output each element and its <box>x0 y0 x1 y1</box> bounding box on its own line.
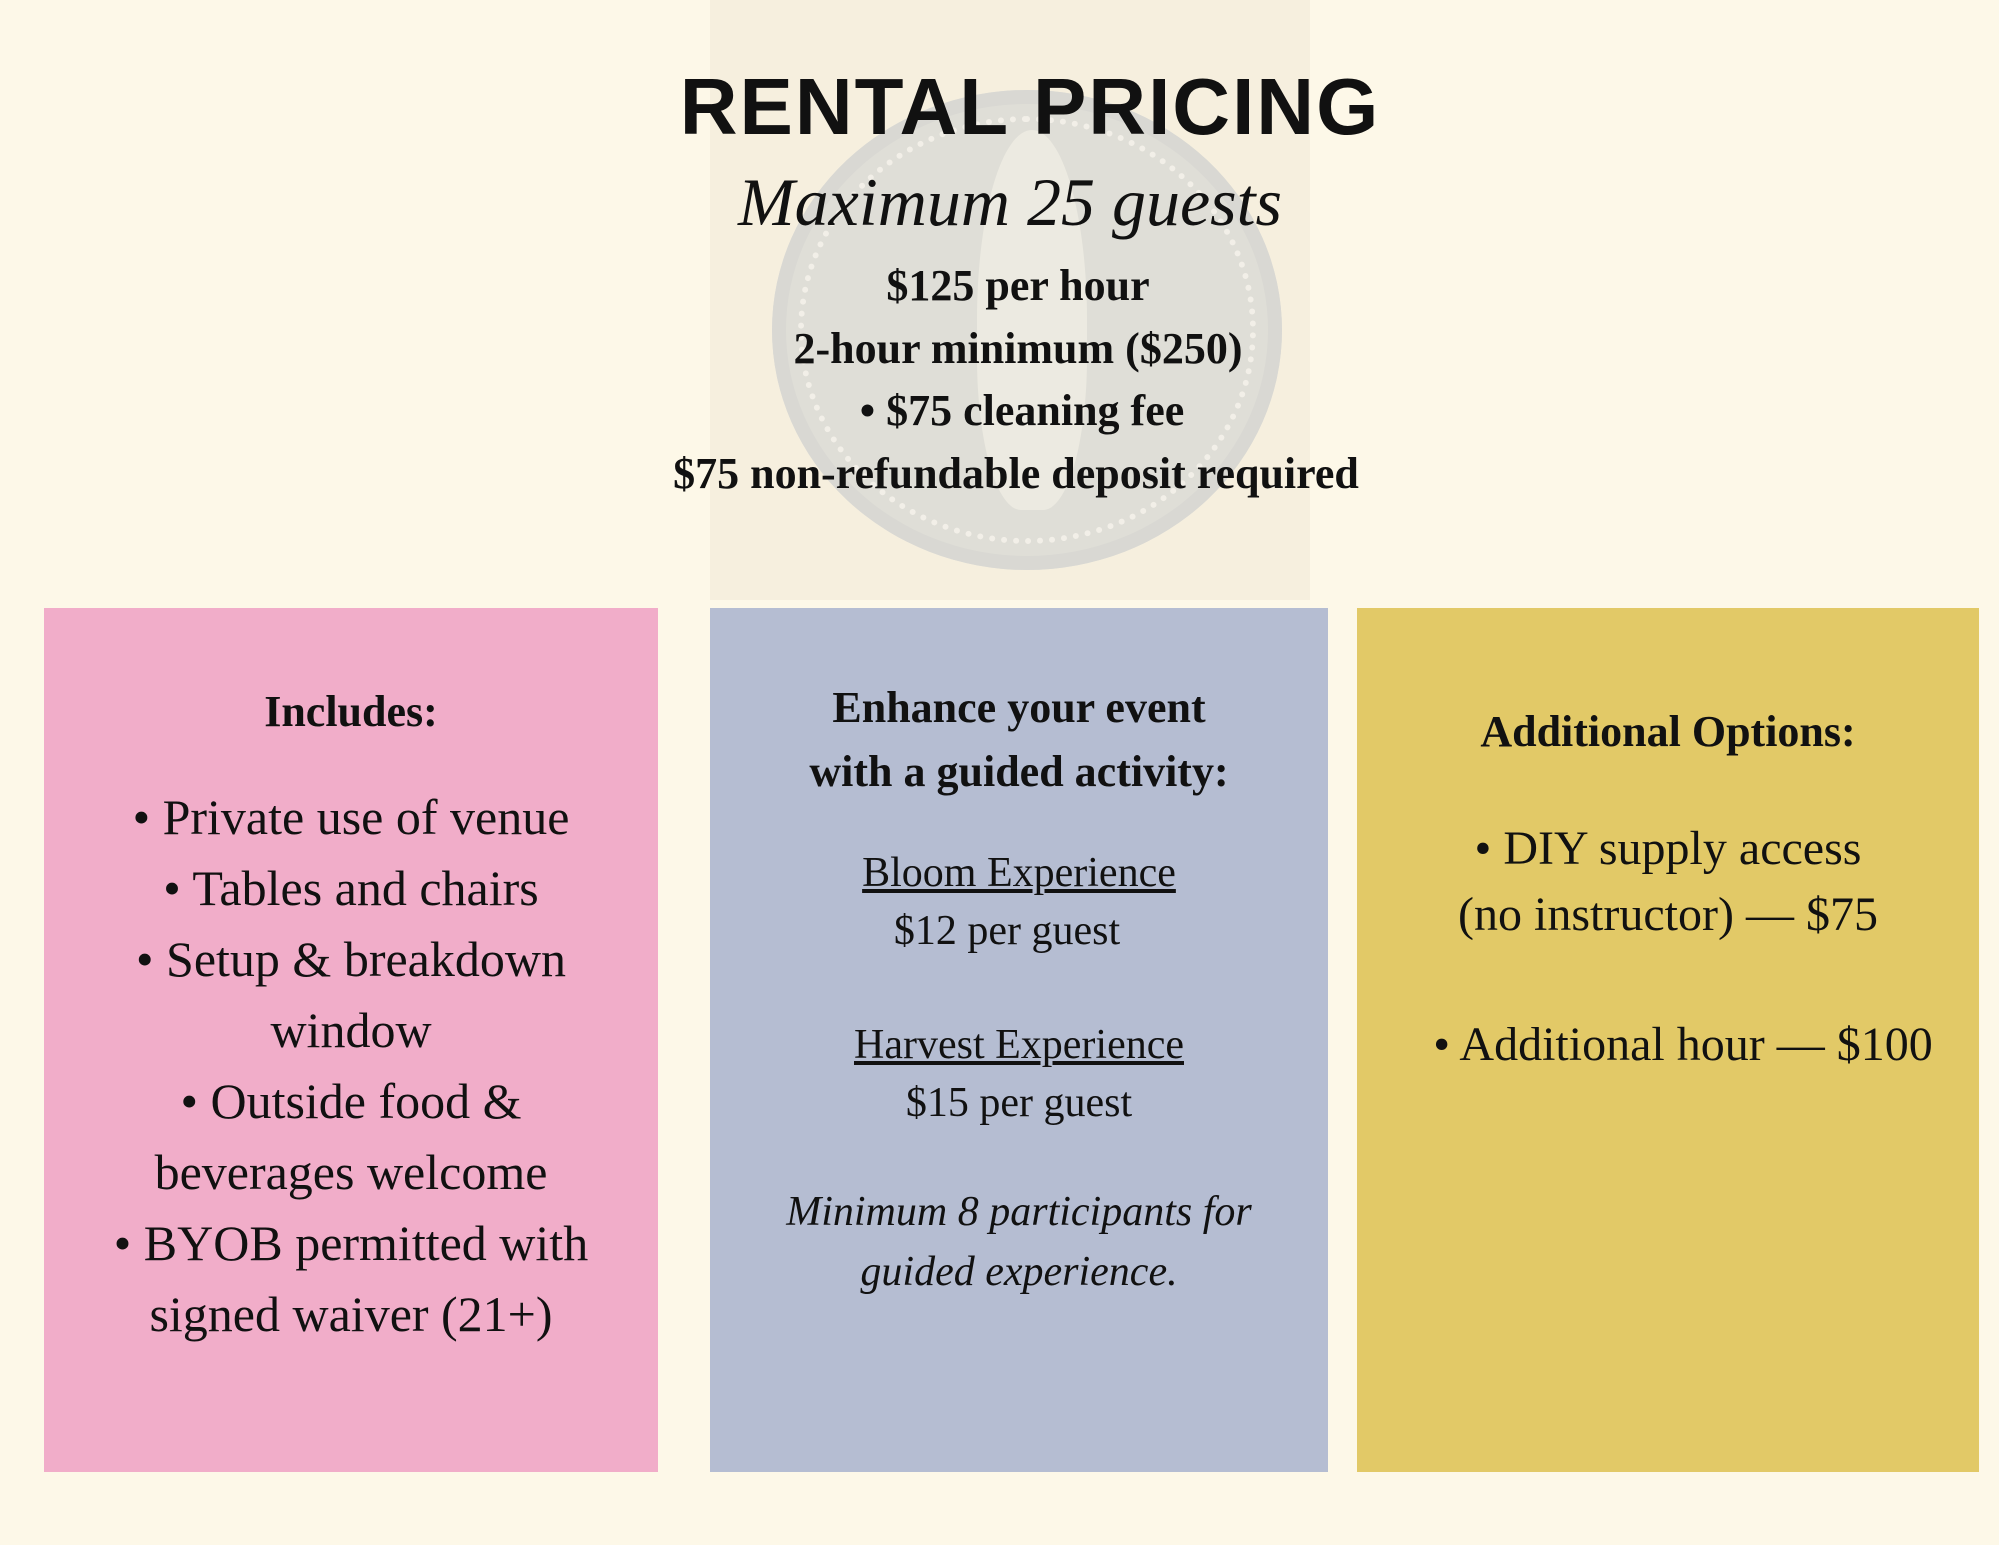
options-heading: Additional Options: <box>1480 707 1856 756</box>
activity-heading: Enhance your event with a guided activit… <box>710 676 1328 804</box>
option-diy: • DIY supply access (no instructor) — $7… <box>1357 816 1979 948</box>
list-item: • Additional hour — $100 <box>1433 1018 1933 1071</box>
list-item: signed waiver (21+) <box>149 1286 553 1342</box>
watermark-plant-icon <box>977 130 1087 510</box>
experience-price: $15 per guest <box>905 1080 1133 1126</box>
deposit-requirement: $75 non-refundable deposit required <box>673 449 1359 498</box>
note-line: Minimum 8 participants for <box>786 1189 1252 1235</box>
note-line: guided experience. <box>860 1249 1178 1295</box>
guided-activity-panel: Enhance your event with a guided activit… <box>710 608 1328 1472</box>
cleaning-fee: • $75 cleaning fee <box>859 386 1185 435</box>
includes-list: • Private use of venue • Tables and chai… <box>44 782 658 1350</box>
experience-price: $12 per guest <box>893 908 1121 954</box>
experience-bloom: Bloom Experience $12 per guest <box>710 846 1328 958</box>
hourly-rate: $125 per hour <box>886 261 1150 310</box>
list-item: • BYOB permitted with <box>113 1215 589 1271</box>
list-item: • Outside food & <box>180 1073 522 1129</box>
list-item: window <box>270 1002 432 1058</box>
list-item: • Private use of venue <box>132 789 570 845</box>
watermark-dotted-ring <box>798 116 1256 544</box>
minimum-hours: 2-hour minimum ($250) <box>793 324 1243 373</box>
list-item: • DIY supply access <box>1474 822 1862 875</box>
includes-panel: Includes: • Private use of venue • Table… <box>44 608 658 1472</box>
activity-heading-line: with a guided activity: <box>809 747 1229 796</box>
list-item: (no instructor) — $75 <box>1458 888 1878 941</box>
participant-minimum-note: Minimum 8 participants for guided experi… <box>710 1182 1328 1302</box>
experience-name: Harvest Experience <box>854 1022 1184 1068</box>
experience-harvest: Harvest Experience $15 per guest <box>710 1018 1328 1130</box>
list-item: • Tables and chairs <box>163 860 539 916</box>
includes-heading: Includes: <box>264 687 438 736</box>
option-extra-hour: • Additional hour — $100 <box>1357 1012 1979 1078</box>
activity-heading-line: Enhance your event <box>832 683 1206 732</box>
experience-name: Bloom Experience <box>862 850 1176 896</box>
list-item: beverages welcome <box>154 1144 548 1200</box>
page-title: RENTAL PRICING <box>679 62 1381 151</box>
watermark-logo <box>772 90 1282 570</box>
additional-options-panel: Additional Options: • DIY supply access … <box>1357 608 1979 1472</box>
guest-capacity: Maximum 25 guests <box>738 164 1282 240</box>
list-item: • Setup & breakdown <box>136 931 566 987</box>
